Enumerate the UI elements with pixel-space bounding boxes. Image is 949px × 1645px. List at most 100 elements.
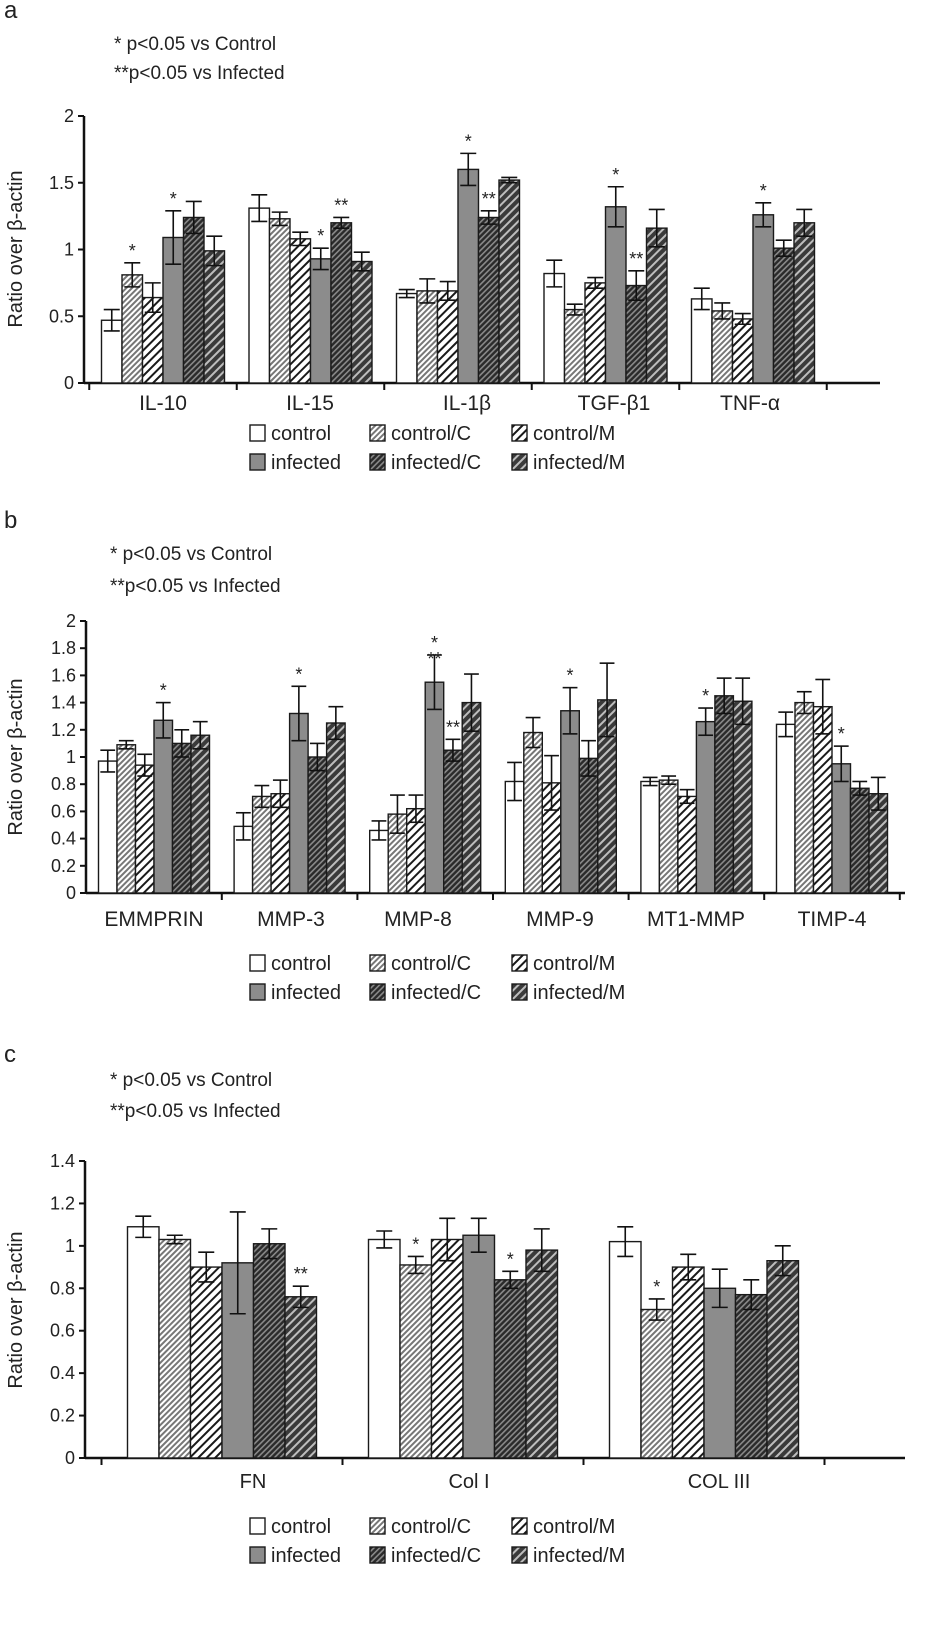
bar-control-c [116,744,137,894]
bar-control-c [121,274,144,384]
x-tick-labels: EMMPRIN MMP-3 MMP-8 MMP-9 MT1-MMP TIMP-4 [104,908,866,931]
legend-swatch-control [249,424,266,442]
bar-infected-c [171,742,192,894]
bar-infected [560,710,580,894]
bar-control [126,1226,160,1459]
bar-control-m [436,290,459,384]
x-tick-label: MMP-9 [526,908,594,931]
legend-swatch-infected-m [511,1546,528,1564]
bar-infected-m [203,250,226,384]
bar-infected [604,206,627,384]
y-tick-label: 0.2 [50,1406,75,1426]
plot-area: 00.511.52************ [49,106,880,393]
significance-mark: * [612,165,619,185]
y-tick-label: 0.5 [49,306,74,326]
annotation-line: **p<0.05 vs Infected [110,576,281,597]
bar-infected-m [498,179,521,384]
legend-swatch-control [249,954,266,972]
y-tick-label: 1.2 [51,720,76,740]
legend-label: infected/C [391,982,481,1004]
bar-infected [462,1234,496,1459]
significance-mark: * [838,724,845,744]
bar-infected-c [849,787,870,894]
y-tick-label: 1.8 [51,638,76,658]
y-tick-label: 1.4 [51,693,76,713]
y-tick-label: 1 [65,1236,75,1256]
panel-a: a * p<0.05 vs Control **p<0.05 vs Infect… [4,0,880,474]
bar-infected-c [493,1279,527,1459]
significance-mark: * [431,633,438,653]
bar-control-c [268,218,291,384]
x-tick-label: TIMP-4 [798,908,867,931]
bar-control-m [270,793,291,894]
legend-label: control/C [391,953,471,975]
significance-mark: * [295,664,302,684]
panel-label: a [4,0,18,24]
bar-control-c [158,1238,192,1459]
legend-label: infected [271,982,341,1004]
significance-mark: ** [446,717,460,737]
legend-swatch-control-c [369,1517,386,1535]
bar-infected-c [772,247,795,384]
x-tick-label: MT1-MMP [647,908,745,931]
bar-control [608,1240,642,1459]
y-tick-label: 2 [66,611,76,631]
significance-mark: * [653,1277,660,1297]
significance-mark: * [412,1234,419,1254]
legend-swatch-infected [249,453,266,471]
significance-mark: * [160,681,167,701]
significance-mark: * [702,686,709,706]
bar-control-c [640,1308,674,1459]
bar-infected-m [766,1260,800,1459]
legend-label: control/C [391,1516,471,1538]
y-tick-label: 1.2 [50,1193,75,1213]
y-axis-label: Ratio over β-actin [5,678,27,835]
x-tick-labels: IL-10 IL-15 IL-1β TGF-β1 TNF-α [139,392,780,415]
bar-infected [752,214,775,384]
bar-control-c [794,701,815,894]
bar-control-m [189,1266,223,1459]
bar-control [543,272,566,384]
bar-control-m [430,1238,464,1459]
x-tick-label: TGF-β1 [578,392,651,415]
y-axis-label: Ratio over β-actin [5,1231,27,1388]
x-tick-label: MMP-8 [384,908,452,931]
bar-infected-c [307,756,328,894]
legend-label: control [271,423,331,445]
bar-infected-m [190,734,211,894]
y-axis-label: Ratio over β-actin [5,170,27,327]
legend-label: control/M [533,1516,615,1538]
bar-control-c [416,290,439,384]
significance-mark: * [567,666,574,686]
y-tick-label: 1.4 [50,1151,75,1171]
bar-control-m [731,318,754,384]
legend-label: infected/C [391,452,481,474]
bar-infected [457,168,480,384]
legend-swatch-infected-c [369,1546,386,1564]
x-tick-label: COL III [688,1471,751,1493]
x-tick-label: MMP-3 [257,908,325,931]
bar-control-m [289,238,312,384]
bar-infected-c [578,757,599,894]
bar-infected [831,763,852,894]
legend-swatch-infected-c [369,983,386,1001]
bar-control-c [523,731,543,894]
legend-swatch-control-m [511,954,528,972]
panel-b: b * p<0.05 vs Control **p<0.05 vs Infect… [4,507,905,1004]
x-tick-label: TNF-α [720,392,780,415]
bar-control-c [563,308,586,384]
bar-infected-m [284,1296,318,1459]
significance-mark: ** [482,189,496,209]
bar-infected-c [330,222,353,384]
y-tick-label: 0 [64,373,74,393]
legend: control control/C control/M infected infecte… [249,953,625,1004]
legend-label: control [271,1516,331,1538]
bar-control-m [671,1266,705,1459]
legend-swatch-control-c [369,954,386,972]
significance-mark: * [170,189,177,209]
legend-swatch-infected-m [511,453,528,471]
bar-control [248,207,271,384]
legend-label: control/M [533,423,615,445]
y-tick-label: 0 [65,1448,75,1468]
legend-label: infected/M [533,1545,625,1567]
